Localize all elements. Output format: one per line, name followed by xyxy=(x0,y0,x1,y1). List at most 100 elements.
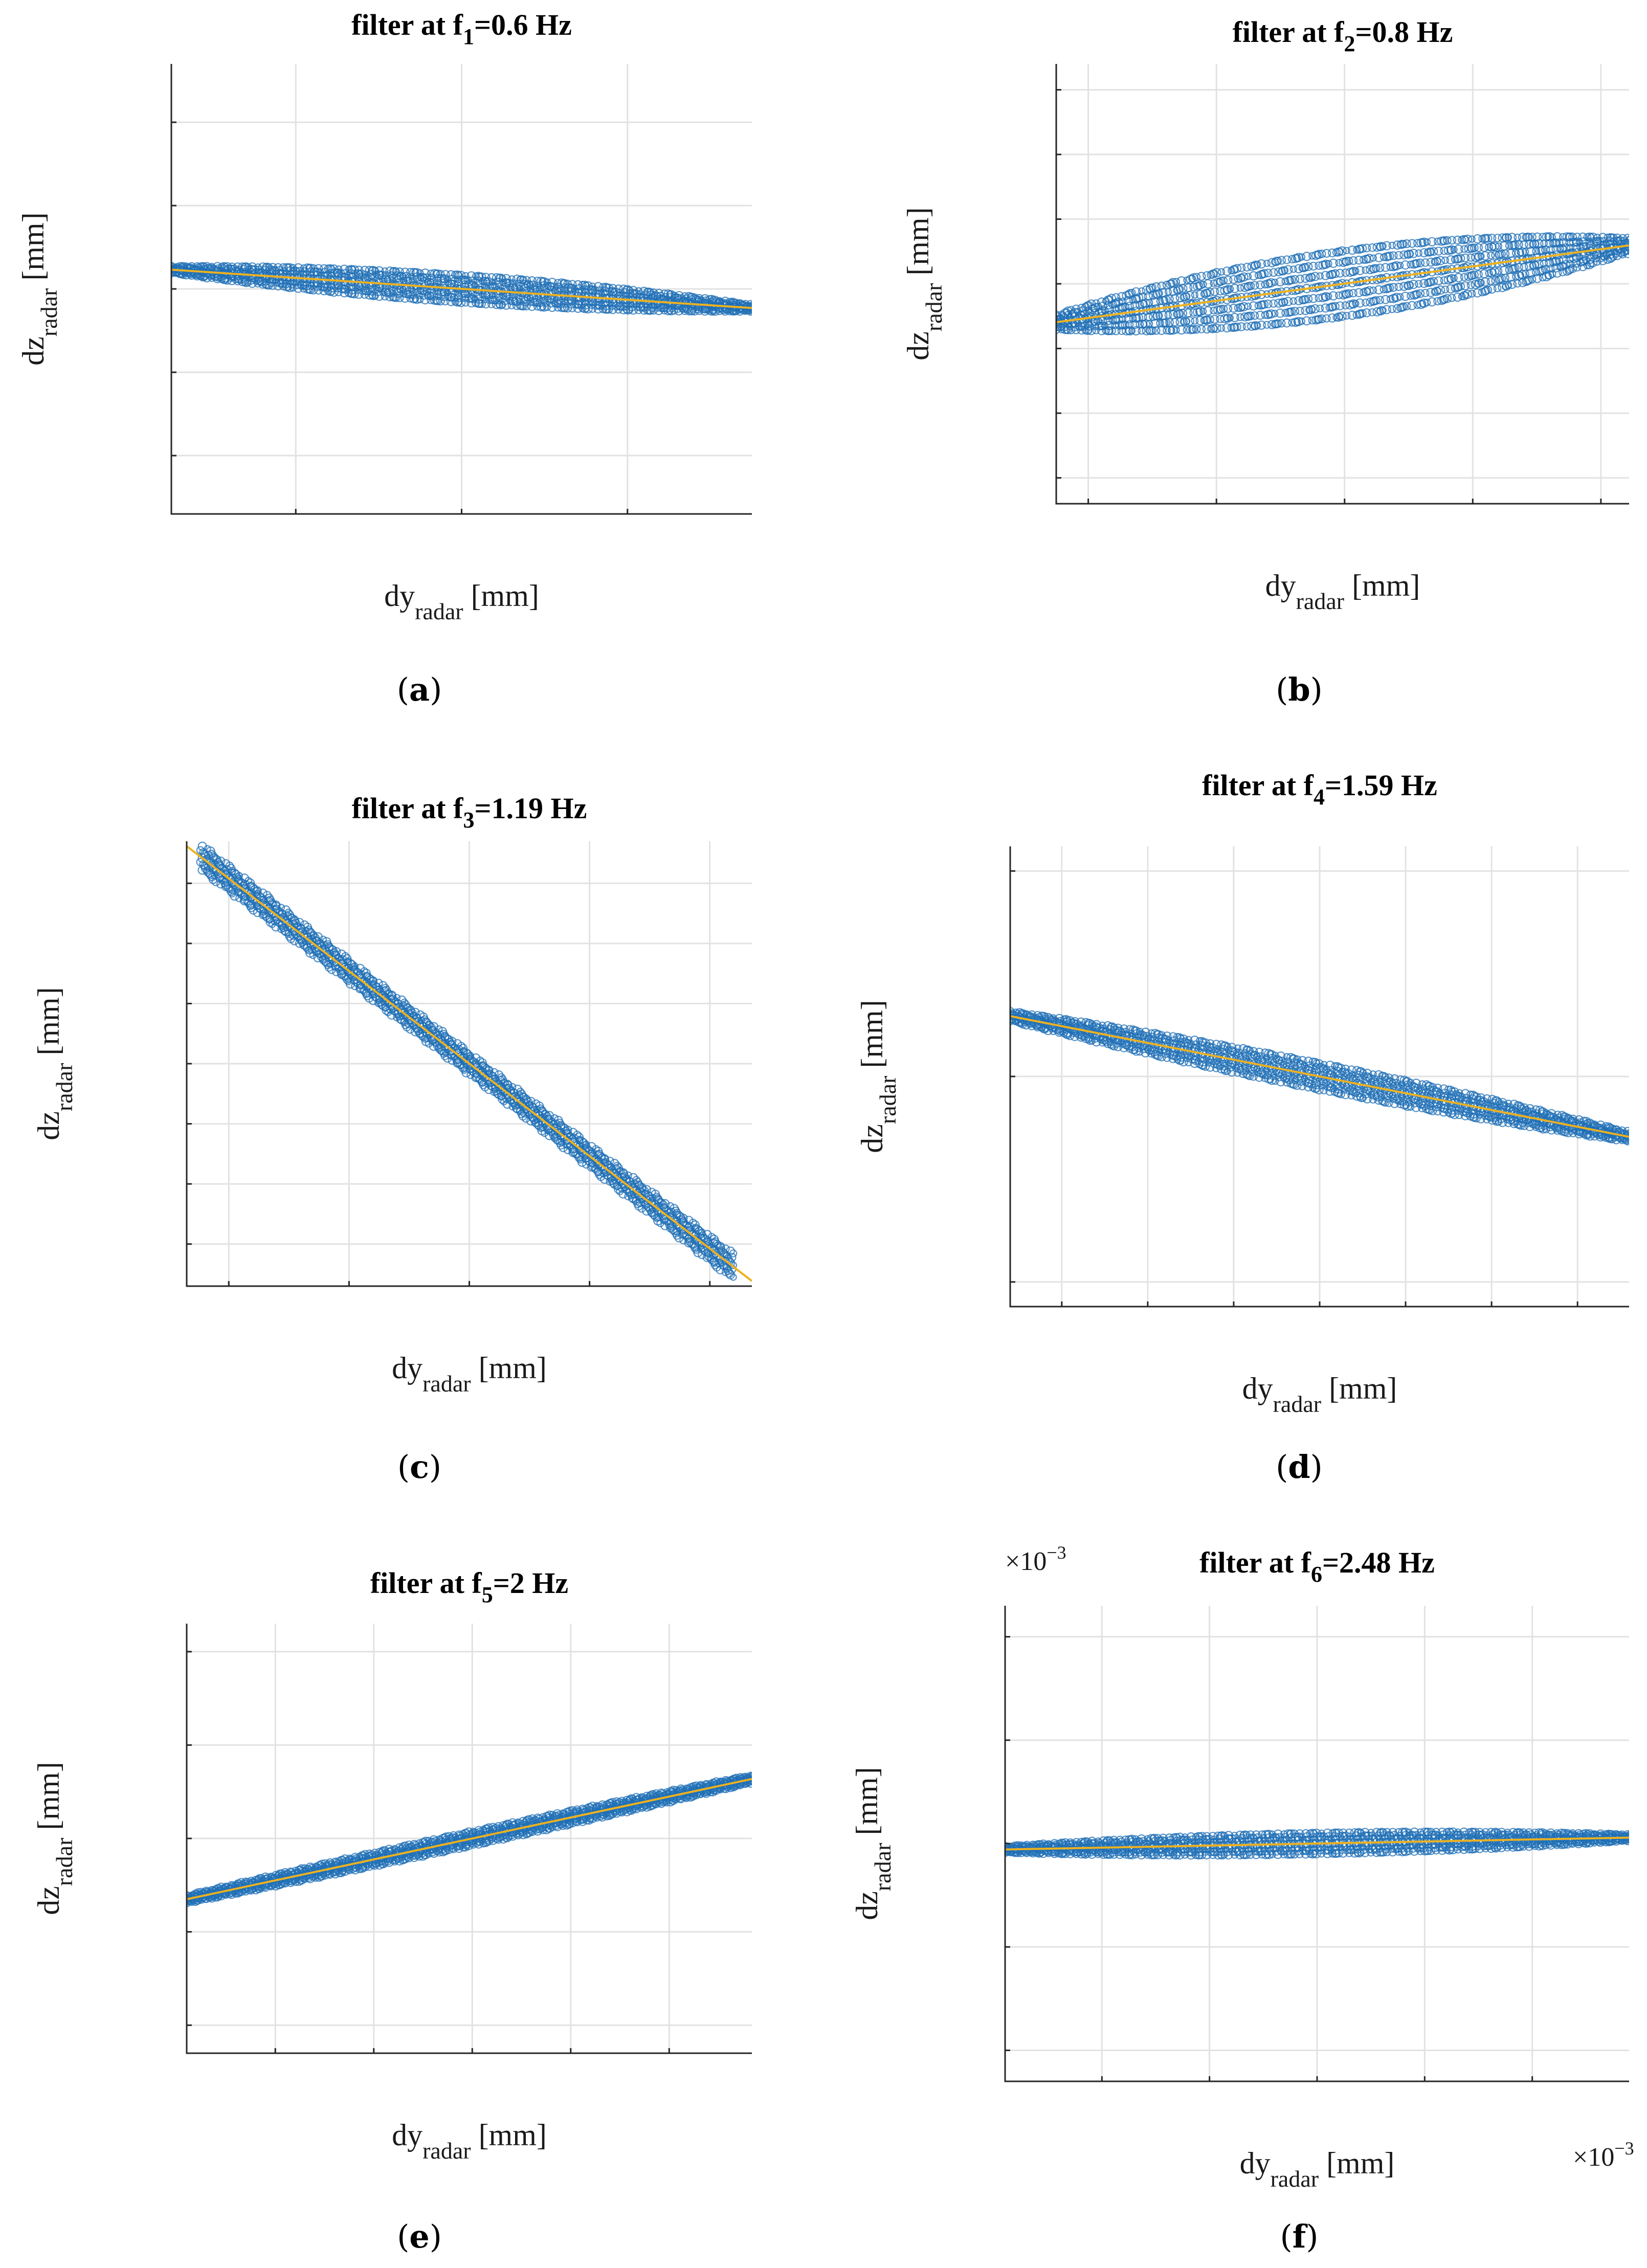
scatter-point xyxy=(1427,297,1437,307)
scatter-point xyxy=(1220,1041,1230,1051)
scatter-point xyxy=(496,273,505,283)
scatter-point xyxy=(1271,278,1279,286)
scatter-point xyxy=(1483,234,1493,243)
scatter-point xyxy=(391,267,400,276)
scatter-point xyxy=(1552,232,1562,242)
scatter-point xyxy=(1373,1092,1383,1102)
scatter-point xyxy=(1195,316,1205,325)
scatter-point xyxy=(1364,254,1374,263)
scatter-point xyxy=(1389,283,1398,292)
scatter-point xyxy=(1263,321,1271,329)
scatter-point xyxy=(1399,302,1408,311)
scatter-point xyxy=(1362,308,1371,318)
scatter-point xyxy=(1071,1017,1079,1026)
scatter-point xyxy=(1472,1092,1481,1102)
scatter-point xyxy=(1212,323,1221,333)
scatter-point xyxy=(684,1216,694,1225)
scatter-point xyxy=(492,300,501,309)
scatter-point xyxy=(1316,304,1324,312)
scatter-point xyxy=(1212,1040,1221,1049)
scatter-point xyxy=(355,974,365,983)
scatter-point xyxy=(1354,288,1364,298)
scatter-point xyxy=(440,274,450,284)
scatter-point xyxy=(1560,261,1567,270)
scatter-point xyxy=(1260,1070,1269,1079)
scatter-point xyxy=(1212,268,1221,278)
scatter-point xyxy=(1375,296,1385,304)
scatter-point xyxy=(234,874,243,884)
scatter-point xyxy=(1551,263,1561,273)
scatter-point xyxy=(481,273,491,282)
scatter-point xyxy=(1240,283,1250,293)
scatter-point xyxy=(1495,242,1503,250)
scatter-point xyxy=(1423,238,1431,246)
scatter-point xyxy=(1450,1087,1459,1097)
scatter-point xyxy=(1290,307,1300,316)
scatter-point xyxy=(1411,1079,1421,1088)
scatter-point xyxy=(1162,318,1171,327)
scatter-point xyxy=(1229,275,1238,284)
scatter-point xyxy=(1308,294,1318,303)
scatter-point xyxy=(541,1109,548,1117)
scatter-point xyxy=(1222,266,1232,276)
scatter-point xyxy=(1572,237,1582,247)
scatter-point xyxy=(1460,253,1470,263)
scatter-point xyxy=(249,883,258,893)
scatter-point xyxy=(1396,293,1404,301)
scatter-point xyxy=(295,917,304,927)
scatter-point xyxy=(672,1208,682,1218)
scatter-point xyxy=(1263,268,1273,278)
scatter-point xyxy=(1470,243,1479,253)
scatter-point xyxy=(1528,275,1537,284)
scatter-point xyxy=(1497,250,1506,259)
scatter-point xyxy=(1419,279,1429,288)
scatter-point xyxy=(1415,249,1423,257)
scatter-point xyxy=(1474,270,1483,279)
scatter-point xyxy=(501,300,511,310)
scatter-point xyxy=(1249,1072,1258,1081)
scatter-point xyxy=(1376,306,1386,316)
scatter-point xyxy=(1185,316,1194,326)
scatter-point xyxy=(690,1220,700,1230)
scatter-point xyxy=(1335,301,1345,310)
scatter-point xyxy=(300,920,309,929)
scatter-point xyxy=(1132,294,1141,303)
scatter-point xyxy=(1322,314,1331,323)
scatter-point xyxy=(533,1105,541,1113)
scatter-point xyxy=(624,1171,632,1179)
scatter-point xyxy=(1151,282,1161,291)
panel-caption: (b) xyxy=(1276,671,1323,708)
scatter-point xyxy=(1339,257,1348,267)
scatter-point xyxy=(1456,254,1465,263)
scatter-point xyxy=(1534,239,1544,249)
scatter-point xyxy=(1416,258,1425,267)
scatter-point xyxy=(1320,1061,1328,1068)
scatter-point xyxy=(710,1237,720,1246)
scatter-point xyxy=(1525,1121,1534,1131)
scatter-point xyxy=(1379,242,1387,250)
scatter-point xyxy=(489,1068,499,1077)
scatter-point xyxy=(479,1061,487,1070)
scatter-point xyxy=(604,283,613,293)
scatter-point xyxy=(1191,317,1199,325)
y-axis-label: dzradar [mm] xyxy=(855,1000,901,1153)
scatter-point xyxy=(1220,314,1230,324)
scatter-point xyxy=(1400,291,1410,301)
scatter-point xyxy=(1197,272,1206,281)
scatter-point xyxy=(1344,257,1353,265)
scatter-point xyxy=(727,1252,737,1262)
scatter-point xyxy=(1442,294,1452,303)
scatter-point xyxy=(1111,293,1121,302)
scatter-point xyxy=(406,267,415,277)
scatter-point xyxy=(1554,238,1564,248)
y-axis-label: dzradar [mm] xyxy=(16,212,62,365)
scatter-point xyxy=(1227,1067,1237,1077)
scatter-point xyxy=(1227,1043,1237,1052)
scatter-point xyxy=(324,952,333,962)
scatter-point xyxy=(1232,322,1241,331)
scatter-point xyxy=(1454,273,1463,282)
scatter-point xyxy=(1366,297,1375,307)
scatter-point xyxy=(1441,285,1450,294)
scatter-point xyxy=(1267,320,1277,329)
scatter-point xyxy=(1239,272,1249,282)
